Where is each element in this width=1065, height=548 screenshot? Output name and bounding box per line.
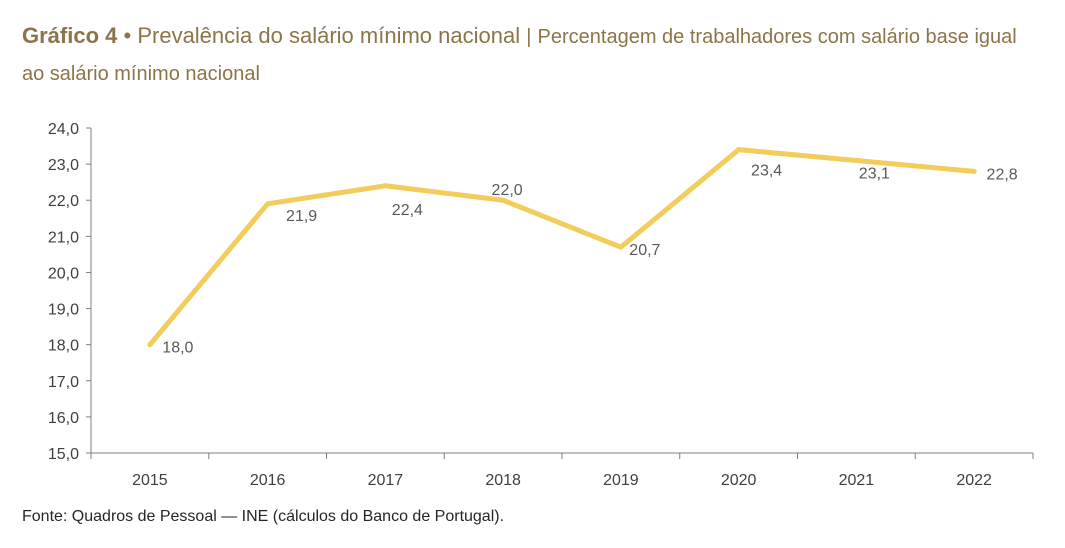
x-tick-label: 2018 — [485, 472, 521, 489]
title-bullet: • — [123, 23, 132, 48]
data-point — [382, 183, 388, 189]
chart-title: Gráfico 4 • Prevalência do salário mínim… — [22, 18, 1022, 92]
figure-label: Gráfico 4 — [22, 23, 118, 48]
data-point — [736, 147, 742, 153]
data-point — [618, 244, 624, 250]
data-label: 22,4 — [392, 202, 423, 219]
y-tick-label: 19,0 — [48, 302, 79, 319]
data-label: 21,9 — [286, 208, 317, 225]
x-tick-label: 2016 — [250, 472, 286, 489]
y-tick-label: 23,0 — [48, 157, 79, 174]
chart-marks: 18,0 21,9 22,4 22,0 20,7 23,4 23,1 22,8 — [147, 147, 1018, 357]
x-tick-label: 2019 — [603, 472, 639, 489]
y-tick-label: 18,0 — [48, 338, 79, 355]
source-note: Fonte: Quadros de Pessoal — INE (cálculo… — [22, 508, 505, 525]
title-separator: | — [526, 26, 532, 48]
y-tick-label: 20,0 — [48, 265, 79, 282]
data-point — [853, 158, 859, 163]
chart-main-title: Prevalência do salário mínimo nacional — [137, 23, 521, 48]
data-label: 23,1 — [859, 166, 890, 183]
y-tick-label: 17,0 — [48, 374, 79, 391]
y-tick-label: 24,0 — [48, 121, 79, 138]
data-point — [147, 342, 153, 348]
x-tick-label: 2015 — [132, 472, 168, 489]
series-line — [147, 147, 977, 348]
data-label: 22,0 — [492, 182, 523, 199]
data-point — [971, 168, 977, 174]
x-tick-label: 2020 — [721, 472, 757, 489]
data-point — [500, 197, 506, 203]
data-label: 23,4 — [751, 163, 782, 180]
chart-subtitle: Percentagem de trabalhadores com salário… — [22, 26, 1017, 85]
data-label: 20,7 — [629, 242, 660, 259]
y-tick-label: 16,0 — [48, 410, 79, 427]
x-tick-label: 2021 — [839, 472, 875, 489]
x-tick-label: 2022 — [956, 472, 992, 489]
y-tick-label: 22,0 — [48, 193, 79, 210]
data-label: 22,8 — [987, 166, 1018, 183]
x-tick-label: 2017 — [368, 472, 404, 489]
y-tick-label: 15,0 — [48, 446, 79, 463]
data-point — [265, 201, 271, 207]
y-tick-label: 21,0 — [48, 229, 79, 246]
chart-axes: 15,0 16,0 17,0 18,0 19,0 20,0 21,0 22,0 23,0 24,0… — [48, 121, 1034, 489]
data-label: 18,0 — [162, 340, 193, 357]
